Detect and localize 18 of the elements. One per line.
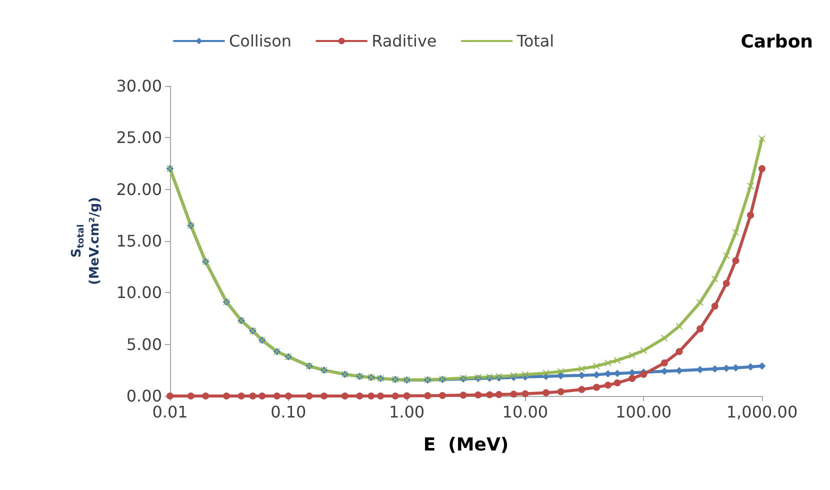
y-tick-label: 15.00 [116, 232, 162, 250]
y-tick-label: 10.00 [116, 283, 162, 302]
y-tick-label: 30.00 [116, 76, 162, 96]
x-tick-label: 1,000.00 [726, 402, 798, 422]
legend-label: Collison [229, 32, 292, 50]
y-tick-label: 0.00 [126, 386, 162, 406]
chart-title: Carbon [740, 32, 814, 52]
legend-label: Raditive [372, 32, 437, 50]
legend-label: Total [516, 32, 554, 50]
x-tick-label: 1.00 [388, 402, 425, 422]
y-tick-label: 20.00 [116, 180, 162, 199]
y-tick-label: 25.00 [116, 128, 162, 148]
y-tick-label: 5.00 [126, 334, 162, 354]
x-tick-label: 10.00 [502, 402, 548, 422]
x-tick-label: 0.01 [152, 402, 188, 422]
x-axis-title: E (MeV) [423, 434, 509, 456]
x-tick-label: 100.00 [616, 402, 672, 422]
x-tick-label: 0.10 [270, 402, 306, 422]
